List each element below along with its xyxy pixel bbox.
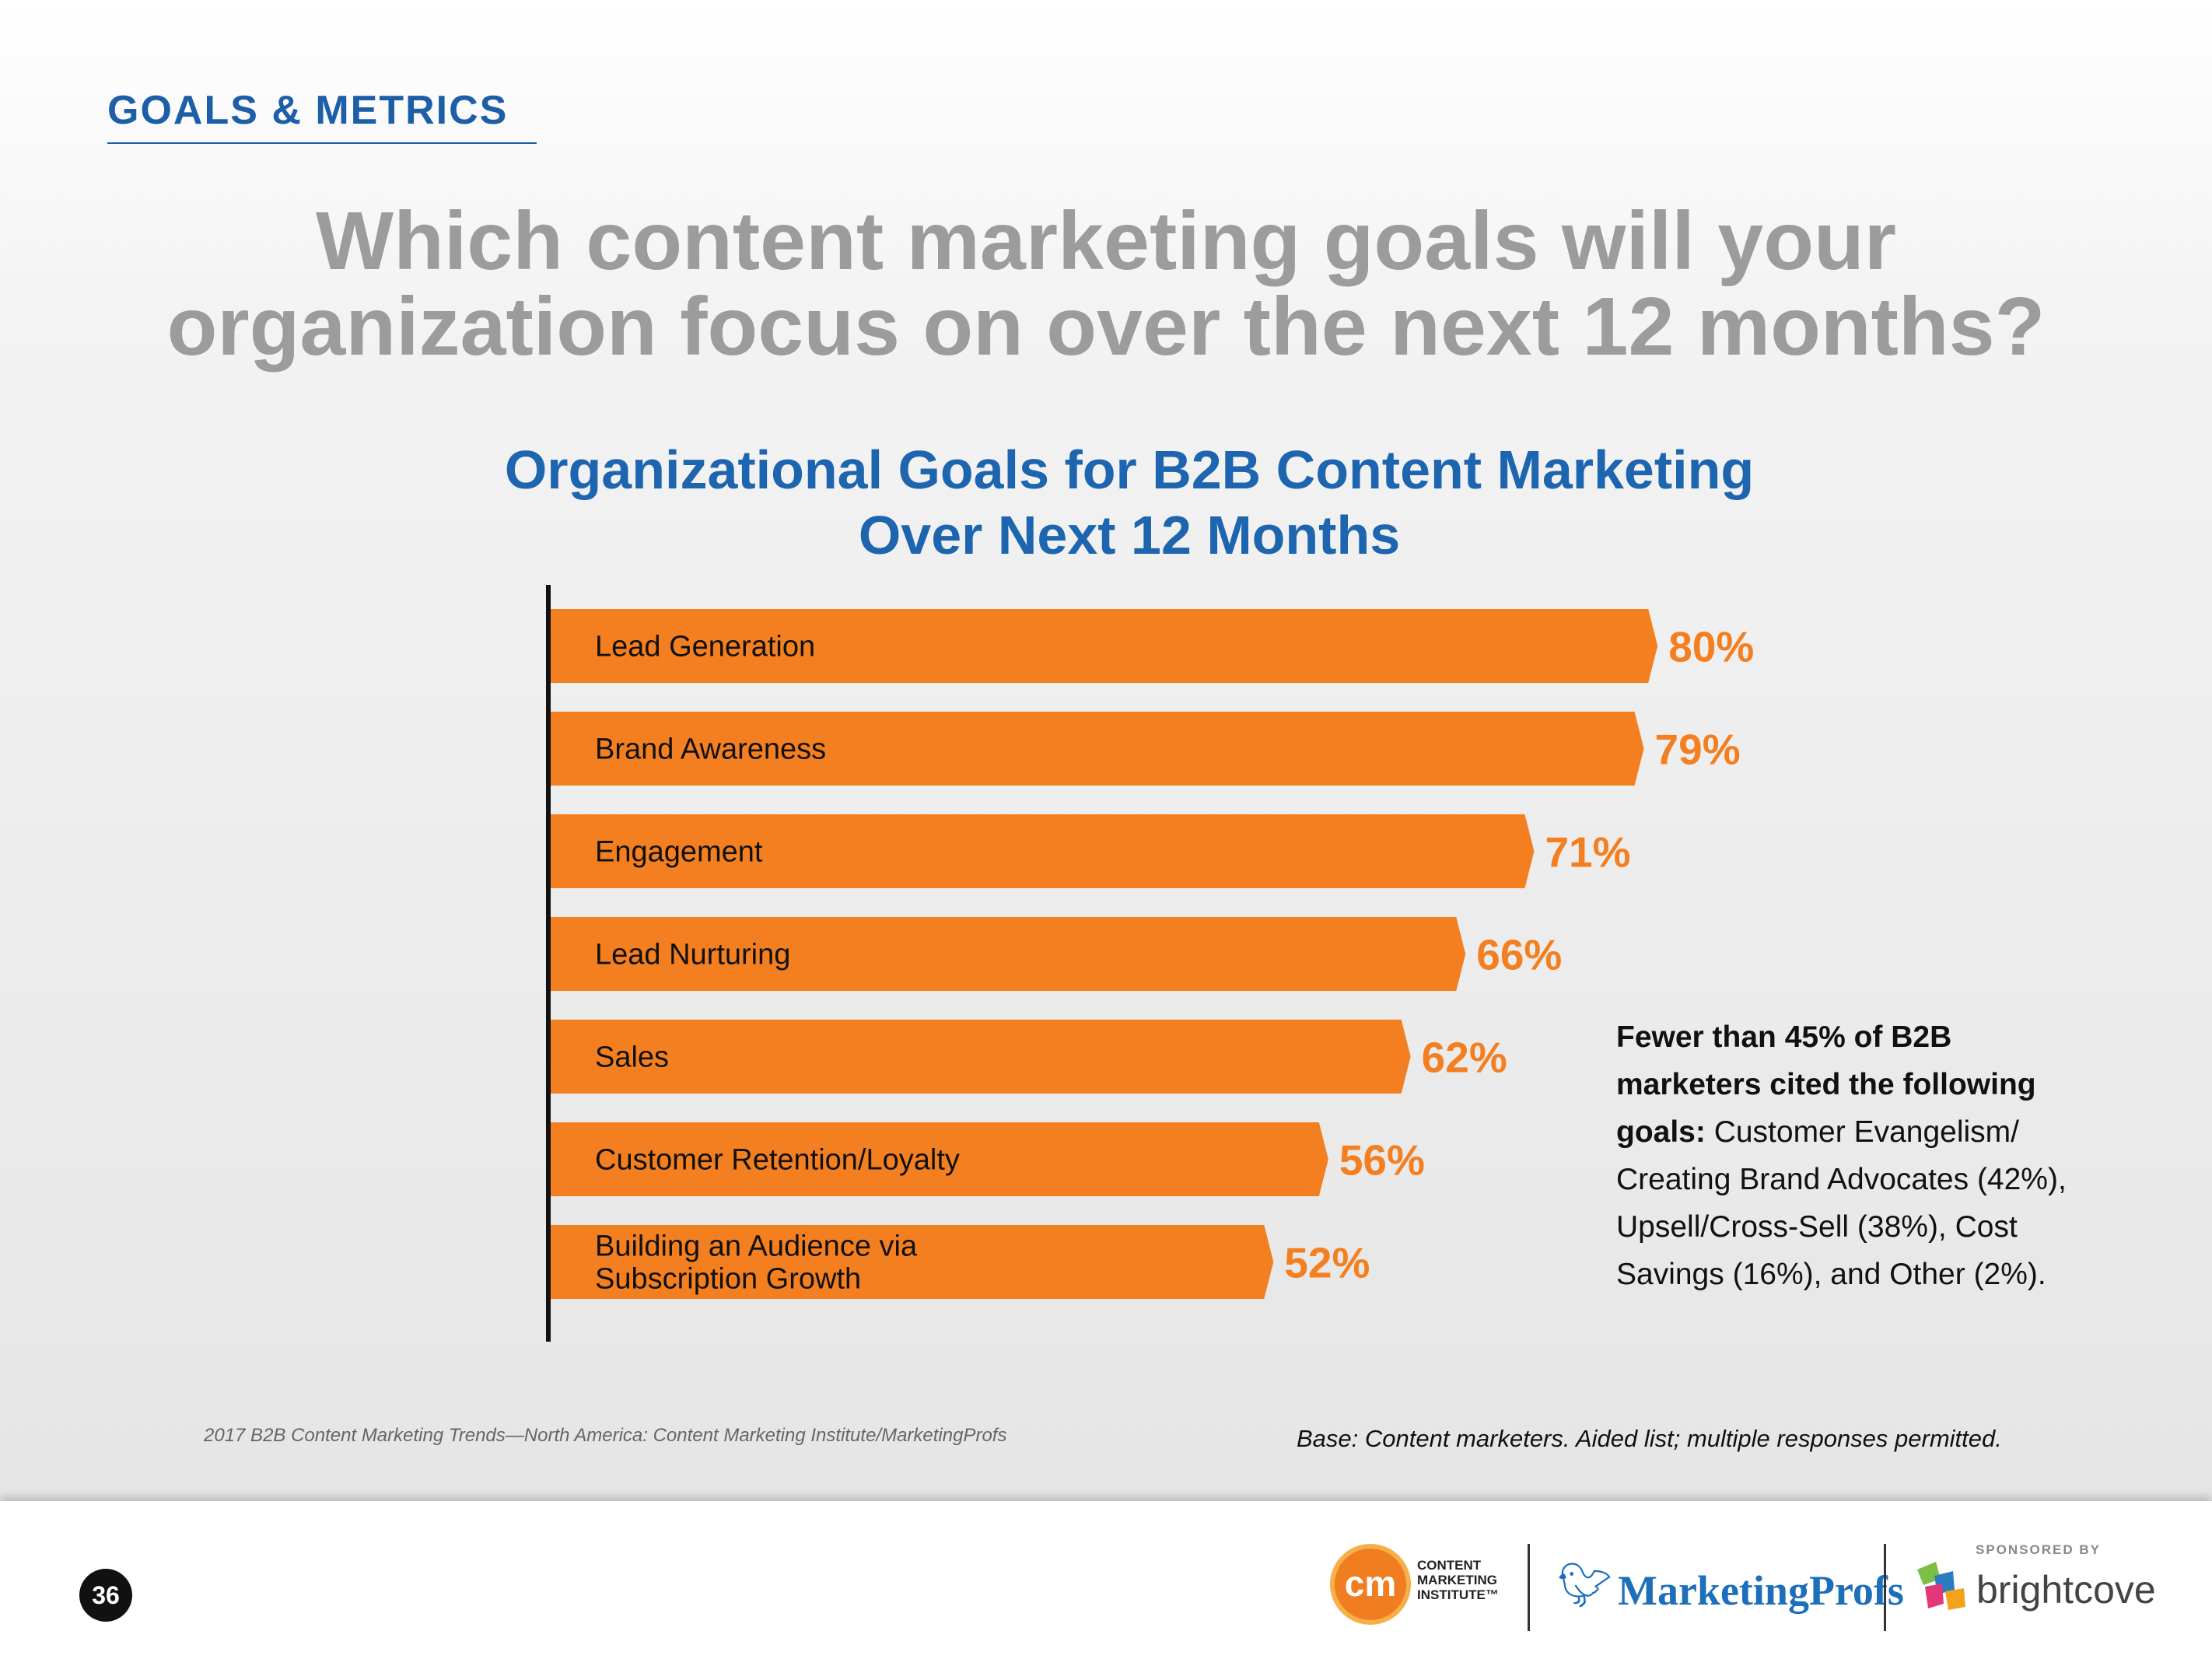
category-label: Lead Generation [595,631,815,663]
question-heading: Which content marketing goals will your … [0,198,2212,369]
category-label: Lead Nurturing [595,939,790,971]
bar [551,1225,1274,1299]
footer-divider-2 [1884,1544,1886,1631]
bar [551,609,1658,683]
source-note: 2017 B2B Content Marketing Trends—North … [204,1425,1007,1446]
chart-title-line-2: Over Next 12 Months [858,505,1401,565]
bird-icon: 🐦︎ [1557,1560,1613,1609]
category-label: Sales [595,1041,669,1074]
value-label: 62% [1422,1034,1507,1082]
bar [551,1122,1328,1196]
question-line-1: Which content marketing goals will your [316,195,1896,287]
bar [551,712,1644,786]
bar [551,917,1466,991]
base-note: Base: Content marketers. Aided list; mul… [1297,1425,2002,1452]
value-label: 56% [1339,1136,1425,1185]
category-label: Brand Awareness [595,733,826,766]
chart-title: Organizational Goals for B2B Content Mar… [0,437,2212,568]
value-label: 71% [1545,828,1630,877]
bar [551,814,1535,888]
value-label: 52% [1284,1239,1370,1287]
marketingprofs-text: MarketingProfs [1618,1567,1904,1614]
cmi-logo-text: CONTENT MARKETING INSTITUTE™ [1417,1558,1499,1602]
cmi-logo-icon: cm [1330,1544,1411,1625]
brightcove-text: brightcove [1976,1568,2156,1612]
category-label: Engagement [595,836,763,869]
question-line-2: organization focus on over the next 12 m… [166,281,2046,373]
footer-bar [0,1501,2212,1659]
callout-body: Customer Evangelism/ Creating Brand Advo… [1616,1115,2067,1291]
page-number: 36 [79,1569,132,1622]
value-label: 66% [1476,931,1562,979]
callout-bold: Fewer than 45% of B2B marketers cited th… [1616,1020,2036,1149]
value-label: 79% [1655,726,1741,774]
brightcove-icon [1917,1562,1965,1610]
callout-text: Fewer than 45% of B2B marketers cited th… [1616,1013,2098,1298]
category-label: Building an Audience via Subscription Gro… [595,1230,918,1296]
value-label: 80% [1668,623,1754,671]
chart-title-line-1: Organizational Goals for B2B Content Mar… [504,439,1755,500]
category-label: Customer Retention/Loyalty [595,1144,960,1177]
section-rule [107,142,537,144]
sponsor-label: SPONSORED BY [1976,1542,2101,1557]
section-tag: GOALS & METRICS [107,88,509,133]
footer-divider-1 [1528,1544,1530,1631]
bar [551,1020,1411,1094]
